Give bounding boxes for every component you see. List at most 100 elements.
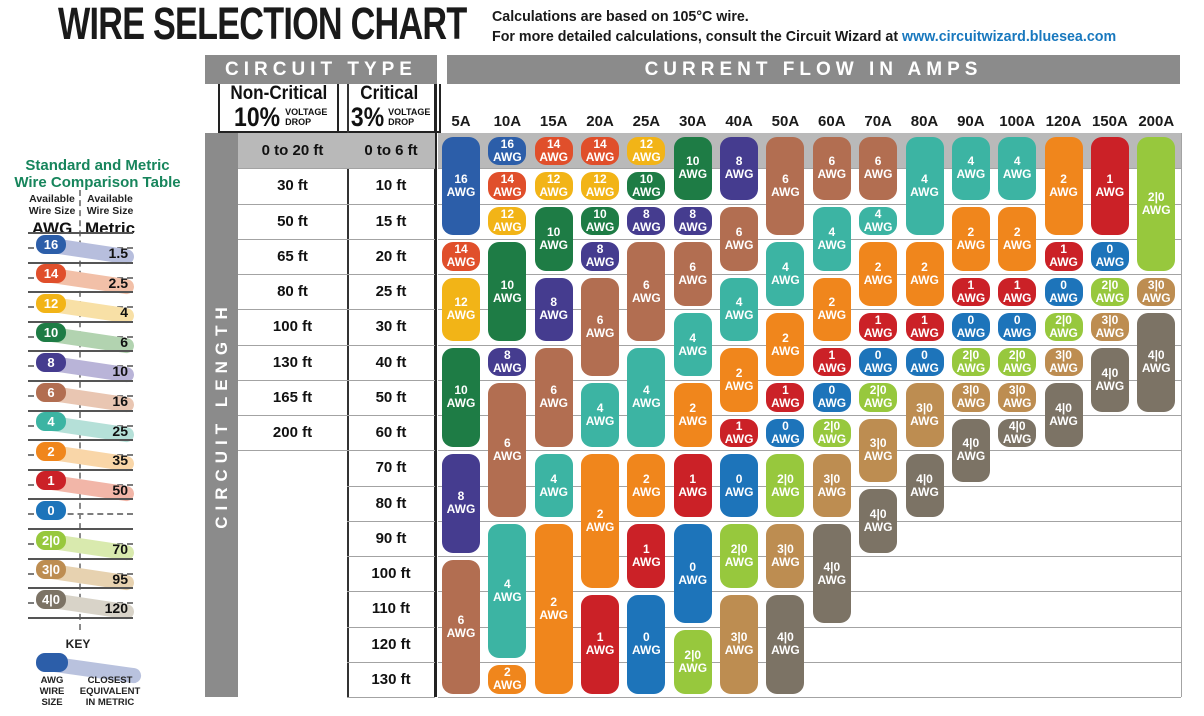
wire-pill-10A-14: 14 AWG xyxy=(488,171,527,200)
wire-pill-70A-6: 6 AWG xyxy=(859,136,898,200)
row-label-critical-2: 10 ft xyxy=(375,177,407,195)
wire-pill-10A-10: 10 AWG xyxy=(488,242,527,341)
wire-pill-20A-14: 14 AWG xyxy=(581,136,620,165)
non-critical-label: Non-Critical xyxy=(230,83,328,104)
legend-awg-pill-4: 4 xyxy=(36,412,66,432)
amp-header-15A: 15A xyxy=(539,113,568,130)
wire-pill-40A-8: 8 AWG xyxy=(720,136,759,200)
row-label-noncritical-2: 30 ft xyxy=(277,177,308,195)
row-line-chart xyxy=(438,344,1181,346)
legend-row-line xyxy=(28,380,133,382)
row-line-chart xyxy=(438,203,1181,205)
row-line-chart xyxy=(438,697,1181,698)
row-line-labels xyxy=(347,626,435,628)
row-line-labels xyxy=(238,238,435,240)
legend-metric-50: 50 xyxy=(112,481,128,498)
row-line-labels xyxy=(238,415,435,416)
wire-pill-5A-16: 16 AWG xyxy=(442,136,480,236)
wire-pill-30A-8: 8 AWG xyxy=(673,207,712,236)
amp-header-150A: 150A xyxy=(1091,113,1128,130)
wire-pill-40A-3-0: 3|0 AWG xyxy=(720,594,759,694)
wire-pill-25A-8: 8 AWG xyxy=(627,207,666,236)
row-label-critical-3: 15 ft xyxy=(375,212,407,230)
amp-header-100A: 100A xyxy=(999,113,1036,130)
row-line-chart xyxy=(438,168,1181,170)
wire-pill-30A-2-0: 2|0 AWG xyxy=(673,630,712,694)
wire-pill-70A-0: 0 AWG xyxy=(859,348,898,377)
row-label-noncritical-8: 165 ft xyxy=(272,388,313,406)
legend-awg-pill-16: 16 xyxy=(36,234,66,254)
wire-pill-70A-1: 1 AWG xyxy=(859,312,898,341)
wire-pill-50A-0: 0 AWG xyxy=(766,418,805,447)
wire-pill-40A-1: 1 AWG xyxy=(720,418,759,447)
key-awg-pill xyxy=(36,653,68,672)
wire-pill-5A-8: 8 AWG xyxy=(442,453,480,553)
row-line-chart xyxy=(438,661,1181,663)
legend-metric-35: 35 xyxy=(112,452,128,469)
amp-header-20A: 20A xyxy=(586,113,614,130)
wire-pill-100A-4: 4 AWG xyxy=(998,136,1037,200)
wire-pill-150A-1: 1 AWG xyxy=(1090,136,1129,236)
legend-row-dashed-line xyxy=(28,513,133,516)
wire-pill-40A-0: 0 AWG xyxy=(720,453,759,518)
legend-row-line xyxy=(28,439,133,442)
non-critical-cell: Non-Critical 10% VOLTAGE DROP xyxy=(220,83,340,131)
circuit-length-bar: CIRCUIT LENGTH xyxy=(205,133,238,697)
legend-metric-25: 25 xyxy=(112,422,128,439)
row-label-critical-16: 130 ft xyxy=(371,670,411,688)
row-label-critical-10: 70 ft xyxy=(375,459,407,477)
circuit-wizard-link[interactable]: www.circuitwizard.bluesea.com xyxy=(902,27,1117,45)
wire-pill-50A-4-0: 4|0 AWG xyxy=(766,594,805,694)
legend-awg-pill-12: 12 xyxy=(36,293,66,313)
legend-awg-pill-10: 10 xyxy=(36,323,66,343)
wire-pill-25A-0: 0 AWG xyxy=(627,594,666,694)
wire-pill-25A-4: 4 AWG xyxy=(627,348,666,447)
row-line-chart xyxy=(438,450,1181,452)
key-right-label: CLOSEST EQUIVALENT IN METRIC xyxy=(79,675,141,708)
legend-row-line xyxy=(28,528,133,530)
wire-pill-10A-4: 4 AWG xyxy=(488,524,527,659)
wire-pill-90A-0: 0 AWG xyxy=(951,312,990,341)
wire-pill-40A-6: 6 AWG xyxy=(720,207,759,271)
wire-pill-60A-2: 2 AWG xyxy=(812,277,851,341)
wire-pill-60A-4: 4 AWG xyxy=(812,207,851,271)
row-label-critical-13: 100 ft xyxy=(371,565,411,582)
non-critical-drop: VOLTAGE DROP xyxy=(285,107,328,127)
wire-pill-60A-4-0: 4|0 AWG xyxy=(812,524,851,623)
row-line-chart xyxy=(438,626,1181,628)
wire-pill-80A-3-0: 3|0 AWG xyxy=(905,383,944,447)
legend-metric-70: 70 xyxy=(112,541,128,557)
wire-pill-10A-6: 6 AWG xyxy=(488,383,527,518)
wire-pill-15A-12: 12 AWG xyxy=(534,171,573,200)
wire-pill-5A-12: 12 AWG xyxy=(442,277,480,341)
wire-pill-25A-1: 1 AWG xyxy=(627,524,666,588)
wire-pill-60A-1: 1 AWG xyxy=(812,348,851,377)
wire-pill-80A-4: 4 AWG xyxy=(905,136,944,236)
wire-pill-90A-3-0: 3|0 AWG xyxy=(951,383,990,412)
row-line-labels xyxy=(347,520,435,522)
amp-header-40A: 40A xyxy=(725,113,753,130)
legend-awg-pill-6: 6 xyxy=(36,382,66,402)
legend-row-line xyxy=(28,587,133,590)
wire-pill-20A-10: 10 AWG xyxy=(581,207,620,236)
wire-pill-15A-6: 6 AWG xyxy=(534,348,573,447)
wire-pill-5A-10: 10 AWG xyxy=(442,348,480,447)
wire-pill-25A-2: 2 AWG xyxy=(627,453,666,518)
legend-metric-6: 6 xyxy=(120,333,128,350)
wire-pill-150A-4-0: 4|0 AWG xyxy=(1090,348,1129,412)
wire-pill-80A-1: 1 AWG xyxy=(905,312,944,341)
amp-header-25A: 25A xyxy=(632,113,661,130)
legend-metric-95: 95 xyxy=(112,570,128,587)
row-line-labels xyxy=(347,591,435,593)
legend-awg-pill-3-0: 3|0 xyxy=(36,560,66,580)
row-line-chart xyxy=(438,556,1181,557)
wire-pill-10A-8: 8 AWG xyxy=(488,348,527,377)
wire-pill-80A-4-0: 4|0 AWG xyxy=(905,453,944,518)
wire-pill-15A-10: 10 AWG xyxy=(534,207,573,271)
amp-header-70A: 70A xyxy=(864,113,892,130)
row-label-noncritical-9: 200 ft xyxy=(272,424,313,441)
wire-pill-100A-0: 0 AWG xyxy=(998,312,1037,341)
row-line-chart xyxy=(438,309,1181,311)
row-label-critical-11: 80 ft xyxy=(375,494,407,512)
